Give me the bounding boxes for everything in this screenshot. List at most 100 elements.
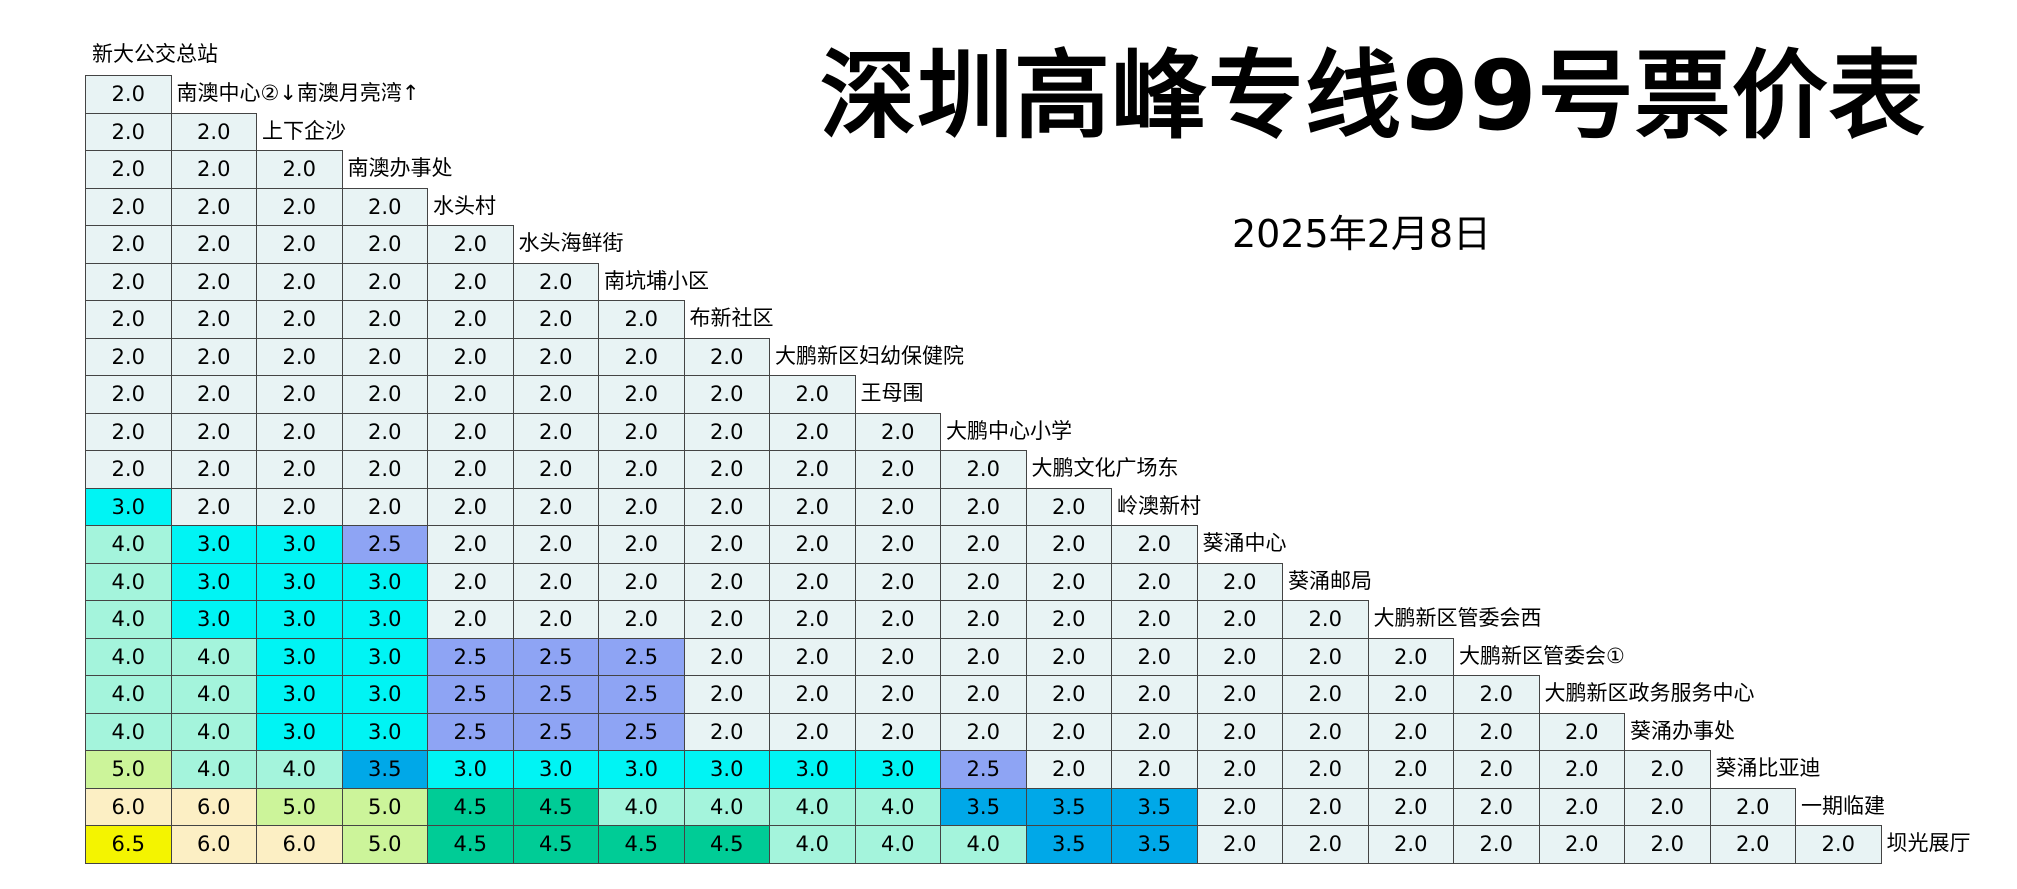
fare-cell: 2.0 <box>854 450 941 489</box>
fare-cell: 2.0 <box>1025 675 1112 714</box>
fare-cell: 2.0 <box>940 637 1027 676</box>
fare-cell: 2.0 <box>769 562 856 601</box>
fare-cell: 2.5 <box>598 675 685 714</box>
fare-cell: 2.0 <box>1025 750 1112 789</box>
fare-cell: 3.0 <box>512 750 599 789</box>
fare-cell: 5.0 <box>256 787 343 826</box>
fare-cell: 4.0 <box>170 750 257 789</box>
fare-cell: 2.0 <box>256 225 343 264</box>
fare-cell: 2.0 <box>427 562 514 601</box>
fare-cell: 2.0 <box>1025 487 1112 526</box>
station-label: 水头村 <box>433 193 496 218</box>
fare-cell: 2.0 <box>256 300 343 339</box>
fare-cell: 2.0 <box>598 562 685 601</box>
fare-cell: 2.0 <box>683 712 770 751</box>
fare-cell: 2.0 <box>256 450 343 489</box>
fare-cell: 3.0 <box>683 750 770 789</box>
fare-cell: 3.0 <box>85 487 172 526</box>
fare-cell: 3.0 <box>598 750 685 789</box>
fare-cell: 4.5 <box>427 787 514 826</box>
fare-cell: 2.0 <box>170 412 257 451</box>
fare-cell: 2.0 <box>85 187 172 226</box>
fare-cell: 2.0 <box>427 600 514 639</box>
fare-cell: 6.0 <box>256 825 343 864</box>
station-label: 葵涌比亚迪 <box>1715 756 1821 780</box>
fare-cell: 2.0 <box>170 150 257 189</box>
fare-cell: 2.0 <box>598 300 685 339</box>
fare-cell: 2.0 <box>341 187 428 226</box>
fare-cell: 2.0 <box>170 375 257 414</box>
fare-cell: 2.0 <box>769 412 856 451</box>
fare-cell: 3.5 <box>1111 825 1198 864</box>
station-label: 大鹏中心小学 <box>946 418 1072 443</box>
fare-cell: 2.0 <box>598 375 685 414</box>
fare-cell: 2.0 <box>1196 675 1283 714</box>
fare-cell: 2.0 <box>256 262 343 301</box>
fare-cell: 2.0 <box>512 562 599 601</box>
fare-cell: 2.0 <box>683 675 770 714</box>
fare-cell: 2.0 <box>170 487 257 526</box>
station-label-origin: 新大公交总站 <box>92 42 218 66</box>
fare-cell: 5.0 <box>85 750 172 789</box>
fare-cell: 2.0 <box>341 337 428 376</box>
fare-cell: 2.5 <box>512 675 599 714</box>
fare-cell: 2.0 <box>85 225 172 264</box>
station-label: 水头海鲜街 <box>518 231 624 255</box>
fare-cell: 2.0 <box>940 600 1027 639</box>
fare-cell: 4.5 <box>512 825 599 864</box>
fare-cell: 2.0 <box>1367 637 1454 676</box>
fare-cell: 2.0 <box>1453 675 1540 714</box>
fare-cell: 3.0 <box>170 600 257 639</box>
fare-cell: 2.0 <box>683 375 770 414</box>
fare-cell: 3.0 <box>256 562 343 601</box>
fare-cell: 4.0 <box>85 600 172 639</box>
fare-cell: 2.0 <box>854 675 941 714</box>
fare-cell: 2.0 <box>1453 750 1540 789</box>
station-label: 一期临建 <box>1801 793 1885 818</box>
fare-cell: 2.0 <box>854 525 941 564</box>
fare-cell: 2.0 <box>170 225 257 264</box>
fare-cell: 3.0 <box>170 525 257 564</box>
fare-cell: 4.0 <box>256 750 343 789</box>
fare-cell: 2.0 <box>1196 600 1283 639</box>
fare-cell: 2.0 <box>1367 675 1454 714</box>
station-label: 葵涌办事处 <box>1630 718 1735 743</box>
fare-cell: 4.0 <box>769 787 856 826</box>
fare-cell: 3.0 <box>341 712 428 751</box>
fare-cell: 2.0 <box>1282 787 1369 826</box>
fare-cell: 2.0 <box>1538 787 1625 826</box>
fare-cell: 2.0 <box>427 300 514 339</box>
fare-cell: 2.0 <box>1538 825 1625 864</box>
fare-cell: 2.0 <box>256 150 343 189</box>
fare-cell: 2.0 <box>512 375 599 414</box>
fare-cell: 2.0 <box>256 187 343 226</box>
fare-cell: 2.0 <box>1367 825 1454 864</box>
fare-cell: 2.0 <box>769 600 856 639</box>
fare-cell: 4.0 <box>683 787 770 826</box>
fare-cell: 4.0 <box>85 525 172 564</box>
fare-cell: 5.0 <box>341 787 428 826</box>
fare-cell: 2.5 <box>341 525 428 564</box>
fare-cell: 2.0 <box>341 225 428 264</box>
fare-cell: 3.5 <box>341 750 428 789</box>
fare-cell: 4.0 <box>170 637 257 676</box>
fare-cell: 2.0 <box>1367 750 1454 789</box>
fare-cell: 3.0 <box>341 600 428 639</box>
station-label: 大鹏新区管委会① <box>1459 643 1625 668</box>
fare-cell: 3.5 <box>940 787 1027 826</box>
fare-cell: 2.0 <box>854 562 941 601</box>
fare-cell: 3.0 <box>256 712 343 751</box>
fare-cell: 2.0 <box>341 262 428 301</box>
station-label: 葵涌邮局 <box>1288 568 1372 593</box>
fare-cell: 2.0 <box>1538 750 1625 789</box>
fare-cell: 4.0 <box>940 825 1027 864</box>
fare-cell: 3.0 <box>256 675 343 714</box>
fare-cell: 2.0 <box>598 450 685 489</box>
fare-cell: 4.5 <box>598 825 685 864</box>
fare-cell: 2.0 <box>170 187 257 226</box>
fare-cell: 2.0 <box>256 412 343 451</box>
fare-cell: 2.5 <box>598 637 685 676</box>
fare-cell: 2.0 <box>769 675 856 714</box>
station-label: 南澳办事处 <box>347 156 453 180</box>
fare-cell: 3.0 <box>769 750 856 789</box>
